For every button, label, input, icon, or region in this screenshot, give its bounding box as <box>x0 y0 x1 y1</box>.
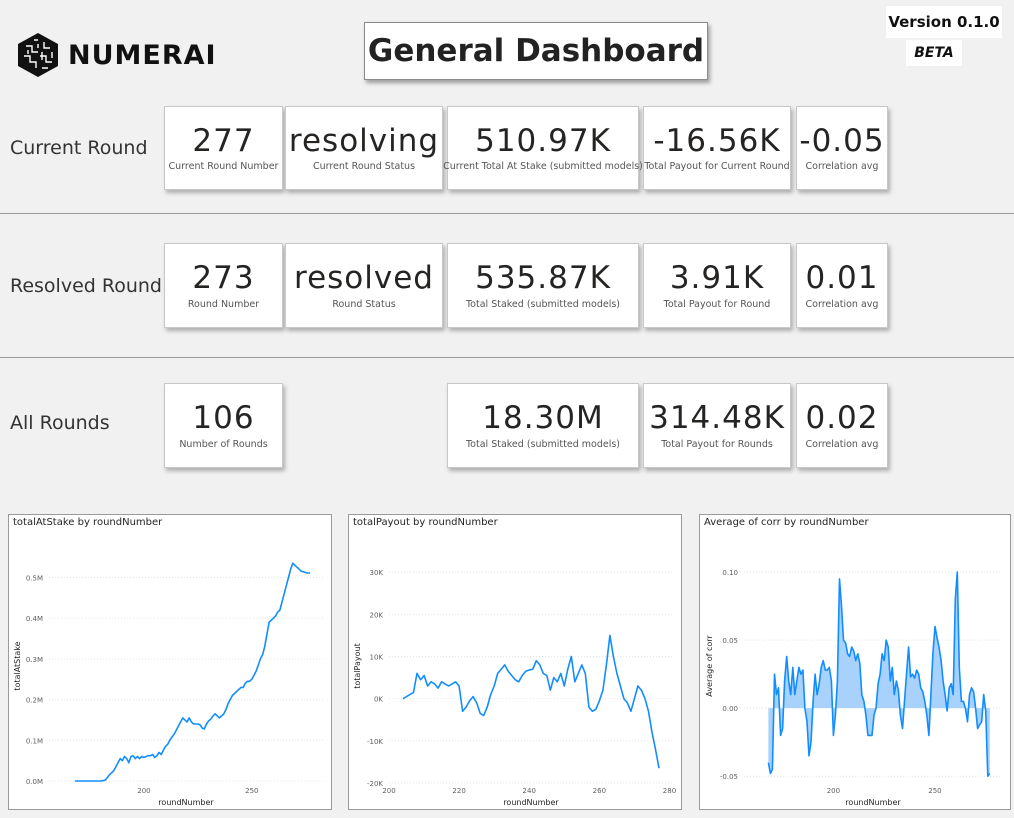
card-value: -0.05 <box>799 122 885 159</box>
section-label-all-rounds: All Rounds <box>10 412 110 434</box>
card-value: 277 <box>192 122 255 159</box>
chart-title: totalAtStake by roundNumber <box>13 517 163 528</box>
card-value: 18.30M <box>482 400 604 437</box>
y-tick-label: 0.00 <box>722 705 738 713</box>
section-label-current-round: Current Round <box>10 137 148 159</box>
card-label: Round Number <box>187 298 260 310</box>
card-total-payout[interactable]: 3.91K Total Payout for Round <box>643 243 791 328</box>
card-value: 3.91K <box>669 260 765 297</box>
x-tick-label: 280 <box>663 787 676 795</box>
y-tick-label: 10K <box>370 654 384 662</box>
x-tick-label: 200 <box>137 787 150 795</box>
chart-total-payout-svg: -20K -10K 0K 10K 20K 30K 200 220 240 260 280 roundN… <box>353 569 676 807</box>
chart-total-at-stake[interactable]: 0.0M 0.1M 0.2M 0.3M 0.4M 0.5M 200 250 roundNumbe… <box>8 514 332 810</box>
card-label: Current Round Status <box>312 161 416 173</box>
y-tick-label: 0.0M <box>26 778 43 786</box>
card-label: Current Round Number <box>168 161 279 173</box>
card-current-correlation-avg[interactable]: -0.05 Correlation avg <box>796 106 888 190</box>
section-divider <box>0 357 1014 358</box>
x-axis-label: roundNumber <box>158 798 214 807</box>
series-line <box>74 562 311 782</box>
card-all-total-payout[interactable]: 314.48K Total Payout for Rounds <box>643 383 791 468</box>
chart-average-corr[interactable]: -0.05 0.00 0.05 0.10 200 250 roundNumber Averag… <box>699 514 1011 810</box>
card-label: Correlation avg <box>805 161 879 173</box>
x-tick-label: 240 <box>523 787 536 795</box>
x-tick-label: 200 <box>827 787 840 795</box>
y-axis-label: totalAtStake <box>13 641 22 690</box>
card-label: Correlation avg <box>805 298 879 310</box>
card-current-total-at-stake[interactable]: 510.97K Current Total At Stake (submitte… <box>443 106 643 190</box>
section-label-resolved-round: Resolved Round <box>10 275 162 297</box>
card-label: Number of Rounds <box>179 438 268 450</box>
y-tick-label: 0.2M <box>26 697 43 705</box>
card-value: resolved <box>294 260 434 297</box>
chart-average-corr-svg: -0.05 0.00 0.05 0.10 200 250 roundNumber Averag… <box>705 569 1002 807</box>
y-tick-label: 0.5M <box>26 574 43 582</box>
brand-name: NUMERAI <box>68 39 217 71</box>
y-tick-label: 0K <box>374 696 383 704</box>
section-divider <box>0 213 1014 214</box>
y-tick-label: 0.10 <box>722 569 738 577</box>
card-label: Total Payout for Current Round <box>644 161 790 173</box>
series-line <box>767 571 991 778</box>
numerai-logo-icon <box>18 33 58 77</box>
y-tick-label: 0.1M <box>26 737 43 745</box>
chart-total-at-stake-svg: 0.0M 0.1M 0.2M 0.3M 0.4M 0.5M 200 250 roundNumbe… <box>13 562 323 807</box>
x-tick-label: 250 <box>245 787 258 795</box>
card-value: resolving <box>288 122 440 159</box>
card-current-round-number[interactable]: 277 Current Round Number <box>164 106 283 190</box>
card-label: Correlation avg <box>805 438 879 450</box>
x-tick-label: 250 <box>928 787 941 795</box>
card-all-correlation-avg[interactable]: 0.02 Correlation avg <box>796 383 888 468</box>
beta-badge: BETA <box>906 40 962 66</box>
card-value: 510.97K <box>475 122 611 159</box>
card-all-total-staked[interactable]: 18.30M Total Staked (submitted models) <box>447 383 639 468</box>
chart-title: Average of corr by roundNumber <box>704 517 869 528</box>
card-value: 0.02 <box>805 400 879 437</box>
card-value: 273 <box>192 260 255 297</box>
card-round-number[interactable]: 273 Round Number <box>164 243 283 328</box>
card-current-total-payout[interactable]: -16.56K Total Payout for Current Round <box>643 106 791 190</box>
y-tick-label: 20K <box>370 611 384 619</box>
chart-total-payout[interactable]: -20K -10K 0K 10K 20K 30K 200 220 240 260 280 roundN… <box>348 514 682 810</box>
y-tick-label: 0.3M <box>26 656 43 664</box>
x-tick-label: 220 <box>452 787 465 795</box>
card-total-staked[interactable]: 535.87K Total Staked (submitted models) <box>447 243 639 328</box>
y-tick-label: -20K <box>367 780 383 788</box>
y-axis-label: Average of corr <box>705 635 714 697</box>
card-label: Total Staked (submitted models) <box>465 438 621 450</box>
card-label: Current Total At Stake (submitted models… <box>443 161 643 173</box>
card-value: 535.87K <box>475 260 611 297</box>
x-tick-label: 200 <box>382 787 395 795</box>
series-line <box>402 634 660 769</box>
version-label: Version 0.1.0 <box>886 6 1002 38</box>
card-value: 106 <box>192 400 255 437</box>
card-value: 314.48K <box>649 400 785 437</box>
card-label: Total Payout for Round <box>663 298 771 310</box>
y-tick-label: -10K <box>367 738 383 746</box>
card-round-status[interactable]: resolved Round Status <box>285 243 443 328</box>
card-number-of-rounds[interactable]: 106 Number of Rounds <box>164 383 283 468</box>
y-tick-label: 0.05 <box>722 637 738 645</box>
card-correlation-avg[interactable]: 0.01 Correlation avg <box>796 243 888 328</box>
card-label: Total Staked (submitted models) <box>465 298 621 310</box>
card-label: Total Payout for Rounds <box>661 438 773 450</box>
card-label: Round Status <box>332 298 396 310</box>
x-tick-label: 260 <box>593 787 606 795</box>
card-current-round-status[interactable]: resolving Current Round Status <box>285 106 443 190</box>
card-value: 0.01 <box>805 260 879 297</box>
y-tick-label: -0.05 <box>720 773 738 781</box>
y-tick-label: 30K <box>370 569 384 577</box>
card-value: -16.56K <box>653 122 781 159</box>
page-title: General Dashboard <box>364 22 708 80</box>
x-axis-label: roundNumber <box>845 798 901 807</box>
numerai-logo: NUMERAI <box>16 30 217 80</box>
y-axis-label: totalPayout <box>353 643 362 689</box>
y-tick-label: 0.4M <box>26 615 43 623</box>
x-axis-label: roundNumber <box>503 798 559 807</box>
chart-title: totalPayout by roundNumber <box>353 517 498 528</box>
